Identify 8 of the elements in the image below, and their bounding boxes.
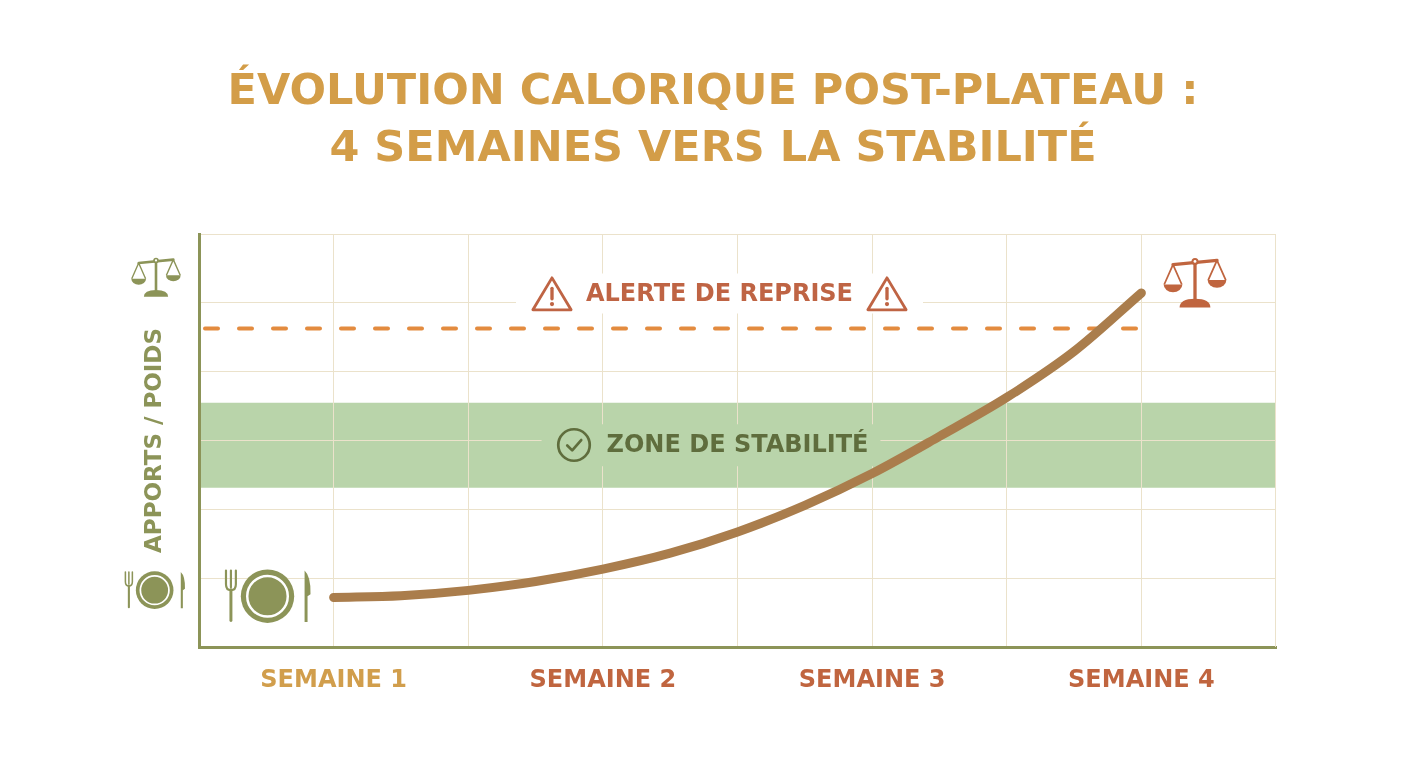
band-label: ZONE DE STABILITÉ: [606, 429, 869, 459]
x-tick-label: SEMAINE 1: [260, 664, 407, 693]
ref-line-label: ALERTE DE REPRISE: [585, 278, 854, 307]
chart-title: ÉVOLUTION CALORIQUE POST-PLATEAU : 4 SEMAINES VERS LA STABILITÉ: [226, 63, 1200, 173]
x-tick-label: SEMAINE 3: [798, 664, 946, 693]
x-tick-label: SEMAINE 4: [1068, 664, 1215, 693]
x-tick-label: SEMAINE 2: [529, 664, 677, 693]
y-axis-title: APPORTS / POIDS: [139, 327, 166, 554]
